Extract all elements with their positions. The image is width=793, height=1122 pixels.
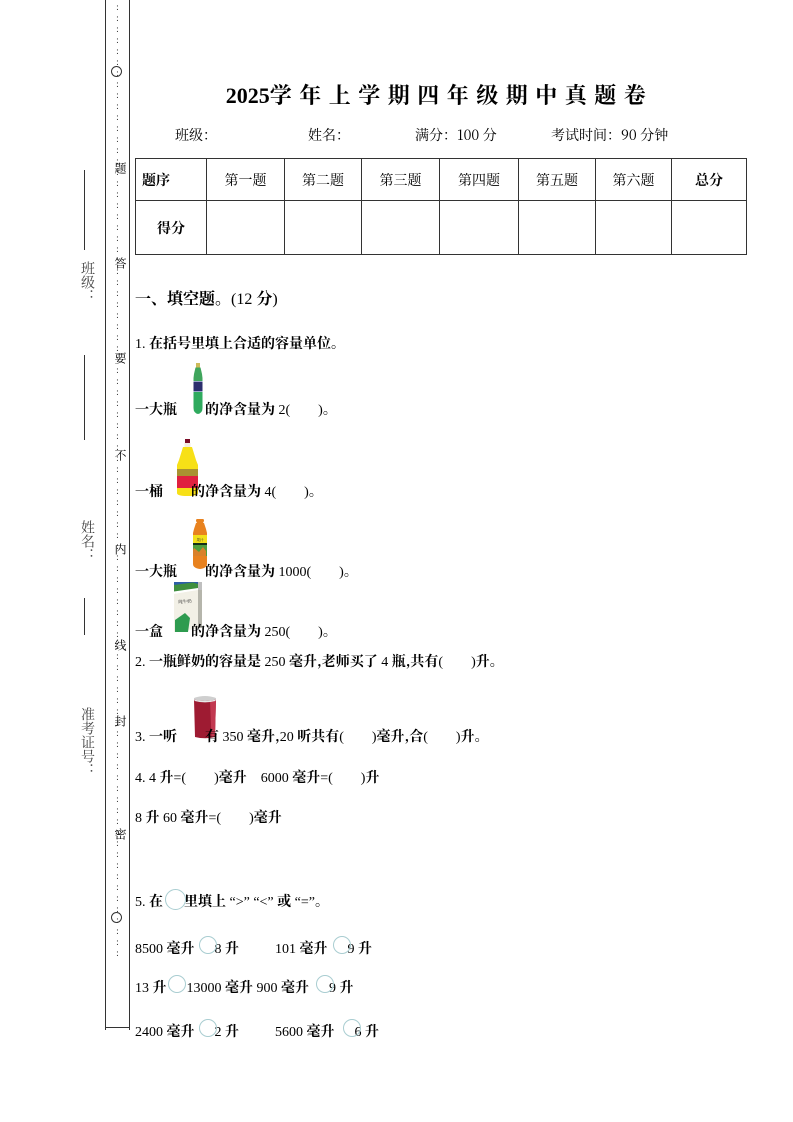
svg-text:果汁: 果汁 xyxy=(196,537,204,542)
